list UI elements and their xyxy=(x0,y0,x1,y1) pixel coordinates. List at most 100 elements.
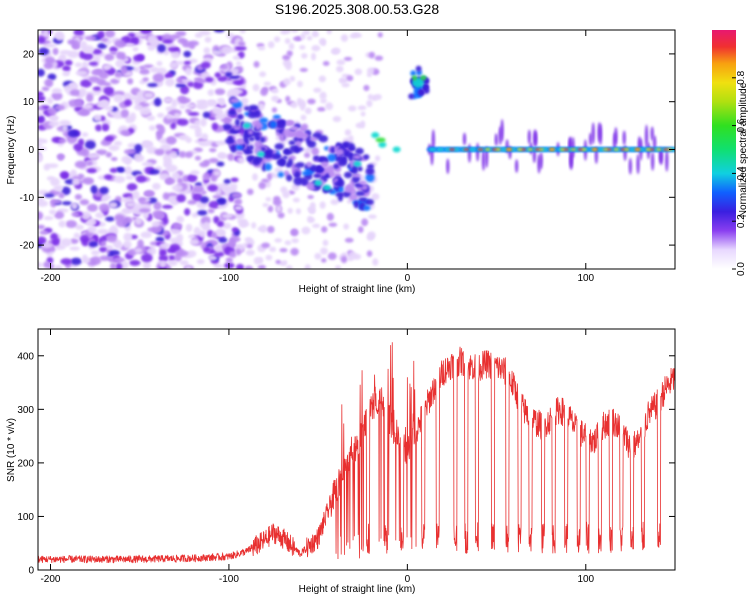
spectrogram-cell xyxy=(313,173,322,179)
spectrogram-cell xyxy=(75,98,84,108)
spectrogram-cell xyxy=(108,249,120,256)
spectrogram-cell xyxy=(169,151,178,159)
spectrogram-cell xyxy=(274,238,283,243)
spectrogram-cell xyxy=(38,224,46,230)
spectrogram-cell xyxy=(114,241,123,249)
spectrogram-cell xyxy=(230,177,239,183)
spectrogram-cell xyxy=(247,129,254,135)
spectrogram-cell xyxy=(127,142,137,149)
spectrogram-cell xyxy=(44,193,55,198)
spectrogram-cell xyxy=(134,143,143,153)
spectrogram-cell xyxy=(306,161,313,168)
spectrogram-cell xyxy=(58,220,66,228)
spectrogram-cell xyxy=(375,137,386,143)
spectrogram-cell xyxy=(178,151,187,158)
spectrogram-cell xyxy=(47,73,57,81)
spectrogram-cell xyxy=(290,228,299,237)
spectrogram-cell xyxy=(367,93,373,101)
spectrogram-cell xyxy=(378,141,387,148)
spectrogram-cell xyxy=(194,32,203,38)
spectrogram-cell xyxy=(180,97,191,104)
spectrogram-cell xyxy=(38,106,45,111)
spectrogram-cell xyxy=(86,203,98,212)
spectrogram-cell xyxy=(549,148,555,151)
spectrogram-cell xyxy=(51,88,63,94)
spectrogram-cell xyxy=(167,47,180,52)
spectrogram-cell xyxy=(71,40,80,49)
spectrogram-cell xyxy=(282,155,288,160)
spectrogram-cell xyxy=(208,147,217,153)
spectrogram-cell xyxy=(287,131,296,138)
spectrogram-cell xyxy=(54,211,65,220)
spectrogram-cell xyxy=(360,111,366,117)
spectrogram-cell xyxy=(326,30,332,35)
spectrogram-cell xyxy=(152,182,161,190)
spectrogram-cell xyxy=(283,78,291,86)
spectrogram-cell xyxy=(99,246,107,253)
spectrogram-cell xyxy=(139,68,150,75)
spectrogram-cell xyxy=(55,31,65,41)
spectrogram-cell xyxy=(251,222,257,229)
spectrogram-cell xyxy=(133,66,140,73)
spectrogram-cell xyxy=(357,166,363,172)
spectrogram-cell xyxy=(318,75,327,83)
spectrogram-cell xyxy=(126,183,138,191)
spectrogram-cell xyxy=(506,148,512,151)
spectrogram-cell xyxy=(244,149,254,155)
spectrogram-cell xyxy=(614,127,618,145)
spectrogram-cell xyxy=(230,185,238,193)
spectrogram-cell xyxy=(79,234,89,243)
colorbar-tick-label: 0.8 xyxy=(736,70,747,84)
spectrogram-cell xyxy=(163,97,173,103)
spectrogram-cell xyxy=(624,148,630,151)
spectrogram-cell xyxy=(277,171,285,178)
spectrogram-cell xyxy=(104,30,116,38)
spectrogram-cell xyxy=(194,119,201,126)
spectrogram-cell xyxy=(262,203,269,208)
spectrogram-cell xyxy=(148,125,156,131)
spectrogram-cell xyxy=(279,261,287,266)
spectrogram-cell xyxy=(629,147,638,152)
spectrogram-cell xyxy=(468,147,477,152)
spectrogram-cell xyxy=(65,220,77,228)
spectrogram-cell xyxy=(59,119,71,126)
spectrogram-cell xyxy=(84,140,96,150)
spectrogram-cell xyxy=(348,105,357,112)
spectrogram-cell xyxy=(591,122,595,145)
spectrogram-cell xyxy=(156,60,163,67)
spectrogram-cell xyxy=(130,36,140,43)
spectrogram-cell xyxy=(274,143,285,150)
spectrogram-cell xyxy=(91,250,100,256)
spectrogram-cell xyxy=(538,148,544,151)
spectrogram-cell xyxy=(92,86,103,91)
spectrogram-cell xyxy=(171,172,180,180)
spectrogram-cell xyxy=(340,34,349,42)
spectrogram-cell xyxy=(344,237,354,243)
spectrogram-cell xyxy=(130,95,139,101)
spectrogram-cell xyxy=(120,129,130,136)
spectrogram-cell xyxy=(220,185,230,192)
spectrogram-cell xyxy=(188,58,198,64)
spectrogram-cell xyxy=(80,79,92,88)
spectrogram-cell xyxy=(74,193,82,200)
spectrogram-cell xyxy=(301,52,308,59)
spectrogram-cell xyxy=(147,82,158,88)
spectrogram-cell xyxy=(48,120,60,127)
colorbar-tick-label: 0.2 xyxy=(736,214,747,228)
spectrogram-cell xyxy=(95,149,108,156)
spectrogram-cell xyxy=(58,138,67,144)
spectrogram-cell xyxy=(184,265,192,269)
spectrogram-cell xyxy=(113,140,123,146)
spectrogram-cell xyxy=(246,243,253,249)
spectrogram-cell xyxy=(261,86,269,93)
spectrogram-cell xyxy=(307,182,317,190)
spectrogram-cell xyxy=(311,45,321,52)
spectrogram-cell xyxy=(372,258,379,266)
spectrogram-cell xyxy=(214,113,225,120)
spectrogram-y-tick-label: 10 xyxy=(23,97,35,108)
spectrogram-cell xyxy=(357,226,364,233)
spectrogram-cell xyxy=(271,95,279,102)
spectrogram-cell xyxy=(365,198,375,206)
spectrogram-cell xyxy=(231,88,244,95)
spectrogram-cell xyxy=(340,256,348,264)
